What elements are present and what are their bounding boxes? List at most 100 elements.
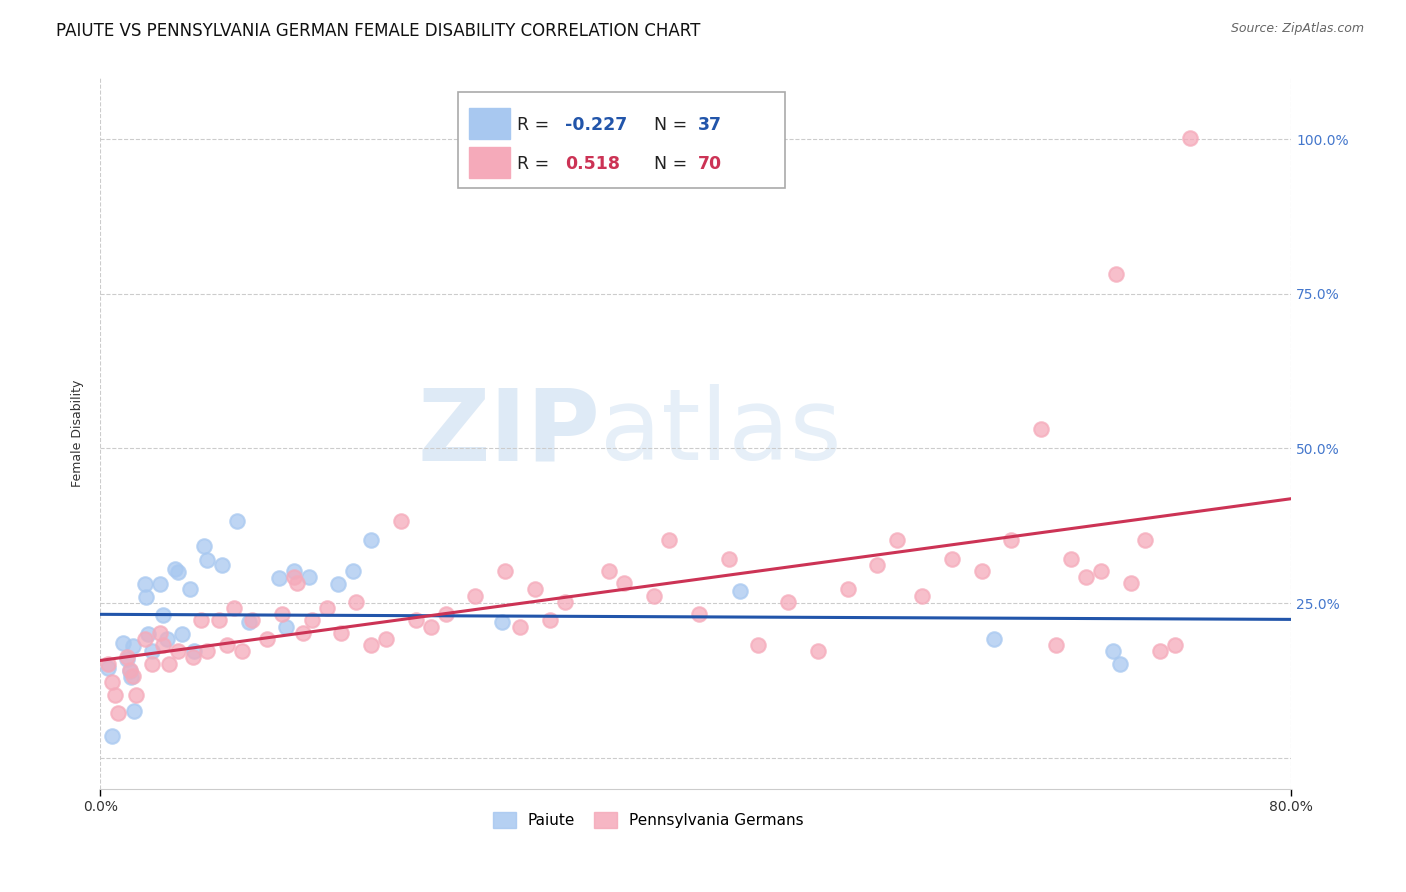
Point bbox=[256, 632, 278, 646]
Point bbox=[238, 615, 260, 629]
Point bbox=[211, 558, 233, 572]
Point bbox=[134, 577, 156, 591]
Point bbox=[1090, 564, 1112, 578]
Point bbox=[115, 651, 138, 665]
Legend: Paiute, Pennsylvania Germans: Paiute, Pennsylvania Germans bbox=[486, 806, 810, 834]
Point bbox=[97, 657, 120, 671]
Point bbox=[613, 576, 636, 591]
Point bbox=[125, 688, 148, 702]
Point bbox=[193, 539, 215, 553]
Point bbox=[267, 571, 290, 585]
Text: PAIUTE VS PENNSYLVANIA GERMAN FEMALE DISABILITY CORRELATION CHART: PAIUTE VS PENNSYLVANIA GERMAN FEMALE DIS… bbox=[56, 22, 700, 40]
Point bbox=[122, 640, 145, 654]
Point bbox=[224, 601, 246, 615]
Y-axis label: Female Disability: Female Disability bbox=[72, 379, 84, 487]
Point bbox=[179, 582, 201, 597]
Point bbox=[181, 650, 204, 665]
Point bbox=[101, 675, 124, 690]
Point bbox=[494, 564, 516, 578]
Text: Source: ZipAtlas.com: Source: ZipAtlas.com bbox=[1230, 22, 1364, 36]
Point bbox=[285, 576, 308, 591]
Point bbox=[291, 625, 314, 640]
FancyBboxPatch shape bbox=[470, 147, 510, 178]
Point bbox=[434, 607, 457, 622]
Point bbox=[183, 644, 205, 658]
Point bbox=[231, 644, 253, 658]
Point bbox=[156, 632, 179, 646]
Point bbox=[1074, 570, 1097, 584]
Text: N =: N = bbox=[654, 155, 693, 173]
Point bbox=[328, 577, 350, 591]
Point bbox=[983, 632, 1005, 646]
Point bbox=[149, 625, 172, 640]
Point bbox=[190, 613, 212, 627]
Point bbox=[152, 638, 174, 652]
Point bbox=[360, 533, 382, 547]
Point bbox=[970, 564, 993, 578]
FancyBboxPatch shape bbox=[457, 92, 785, 187]
Point bbox=[136, 627, 159, 641]
Point bbox=[134, 632, 156, 646]
Point bbox=[141, 644, 163, 658]
Point bbox=[389, 515, 412, 529]
Point bbox=[837, 582, 859, 597]
Point bbox=[283, 570, 305, 584]
Point bbox=[166, 644, 188, 658]
Point bbox=[941, 551, 963, 566]
Point bbox=[1164, 638, 1187, 652]
Text: R =: R = bbox=[517, 116, 555, 134]
Point bbox=[226, 515, 249, 529]
Point bbox=[464, 589, 486, 603]
Point bbox=[523, 582, 546, 597]
Point bbox=[215, 638, 238, 652]
Point bbox=[1119, 576, 1142, 591]
Point bbox=[1031, 422, 1053, 436]
Point bbox=[270, 607, 292, 622]
Text: ZIP: ZIP bbox=[418, 384, 600, 482]
Point bbox=[283, 564, 305, 578]
Point bbox=[509, 619, 531, 633]
Point bbox=[419, 619, 441, 633]
Point bbox=[730, 583, 752, 598]
Point bbox=[342, 564, 364, 578]
Point bbox=[111, 636, 134, 650]
Point bbox=[405, 613, 427, 627]
Point bbox=[554, 595, 576, 609]
Point bbox=[778, 595, 800, 609]
Point bbox=[163, 562, 186, 576]
Point bbox=[330, 625, 353, 640]
Point bbox=[911, 589, 934, 603]
Text: 0.518: 0.518 bbox=[565, 155, 620, 173]
Point bbox=[115, 650, 138, 665]
Text: atlas: atlas bbox=[600, 384, 842, 482]
Point bbox=[157, 657, 180, 671]
Point bbox=[375, 632, 398, 646]
Point bbox=[141, 657, 163, 671]
Point bbox=[1000, 533, 1022, 547]
Point bbox=[1104, 267, 1126, 281]
Point bbox=[101, 729, 124, 743]
Point bbox=[118, 664, 141, 678]
Point bbox=[135, 590, 157, 604]
Text: 37: 37 bbox=[699, 116, 723, 134]
Text: R =: R = bbox=[517, 155, 561, 173]
FancyBboxPatch shape bbox=[470, 108, 510, 139]
Text: 70: 70 bbox=[699, 155, 723, 173]
Point bbox=[149, 577, 172, 591]
Point bbox=[104, 688, 127, 702]
Point bbox=[688, 607, 710, 622]
Point bbox=[1135, 533, 1157, 547]
Point bbox=[643, 589, 665, 603]
Point bbox=[315, 601, 337, 615]
Point bbox=[197, 553, 219, 567]
Point bbox=[886, 533, 908, 547]
Point bbox=[1060, 551, 1083, 566]
Point bbox=[240, 613, 263, 627]
Point bbox=[1149, 644, 1171, 658]
Point bbox=[121, 670, 143, 684]
Point bbox=[97, 661, 120, 675]
Point bbox=[866, 558, 889, 572]
Point bbox=[301, 613, 323, 627]
Point bbox=[172, 627, 194, 641]
Point bbox=[344, 595, 367, 609]
